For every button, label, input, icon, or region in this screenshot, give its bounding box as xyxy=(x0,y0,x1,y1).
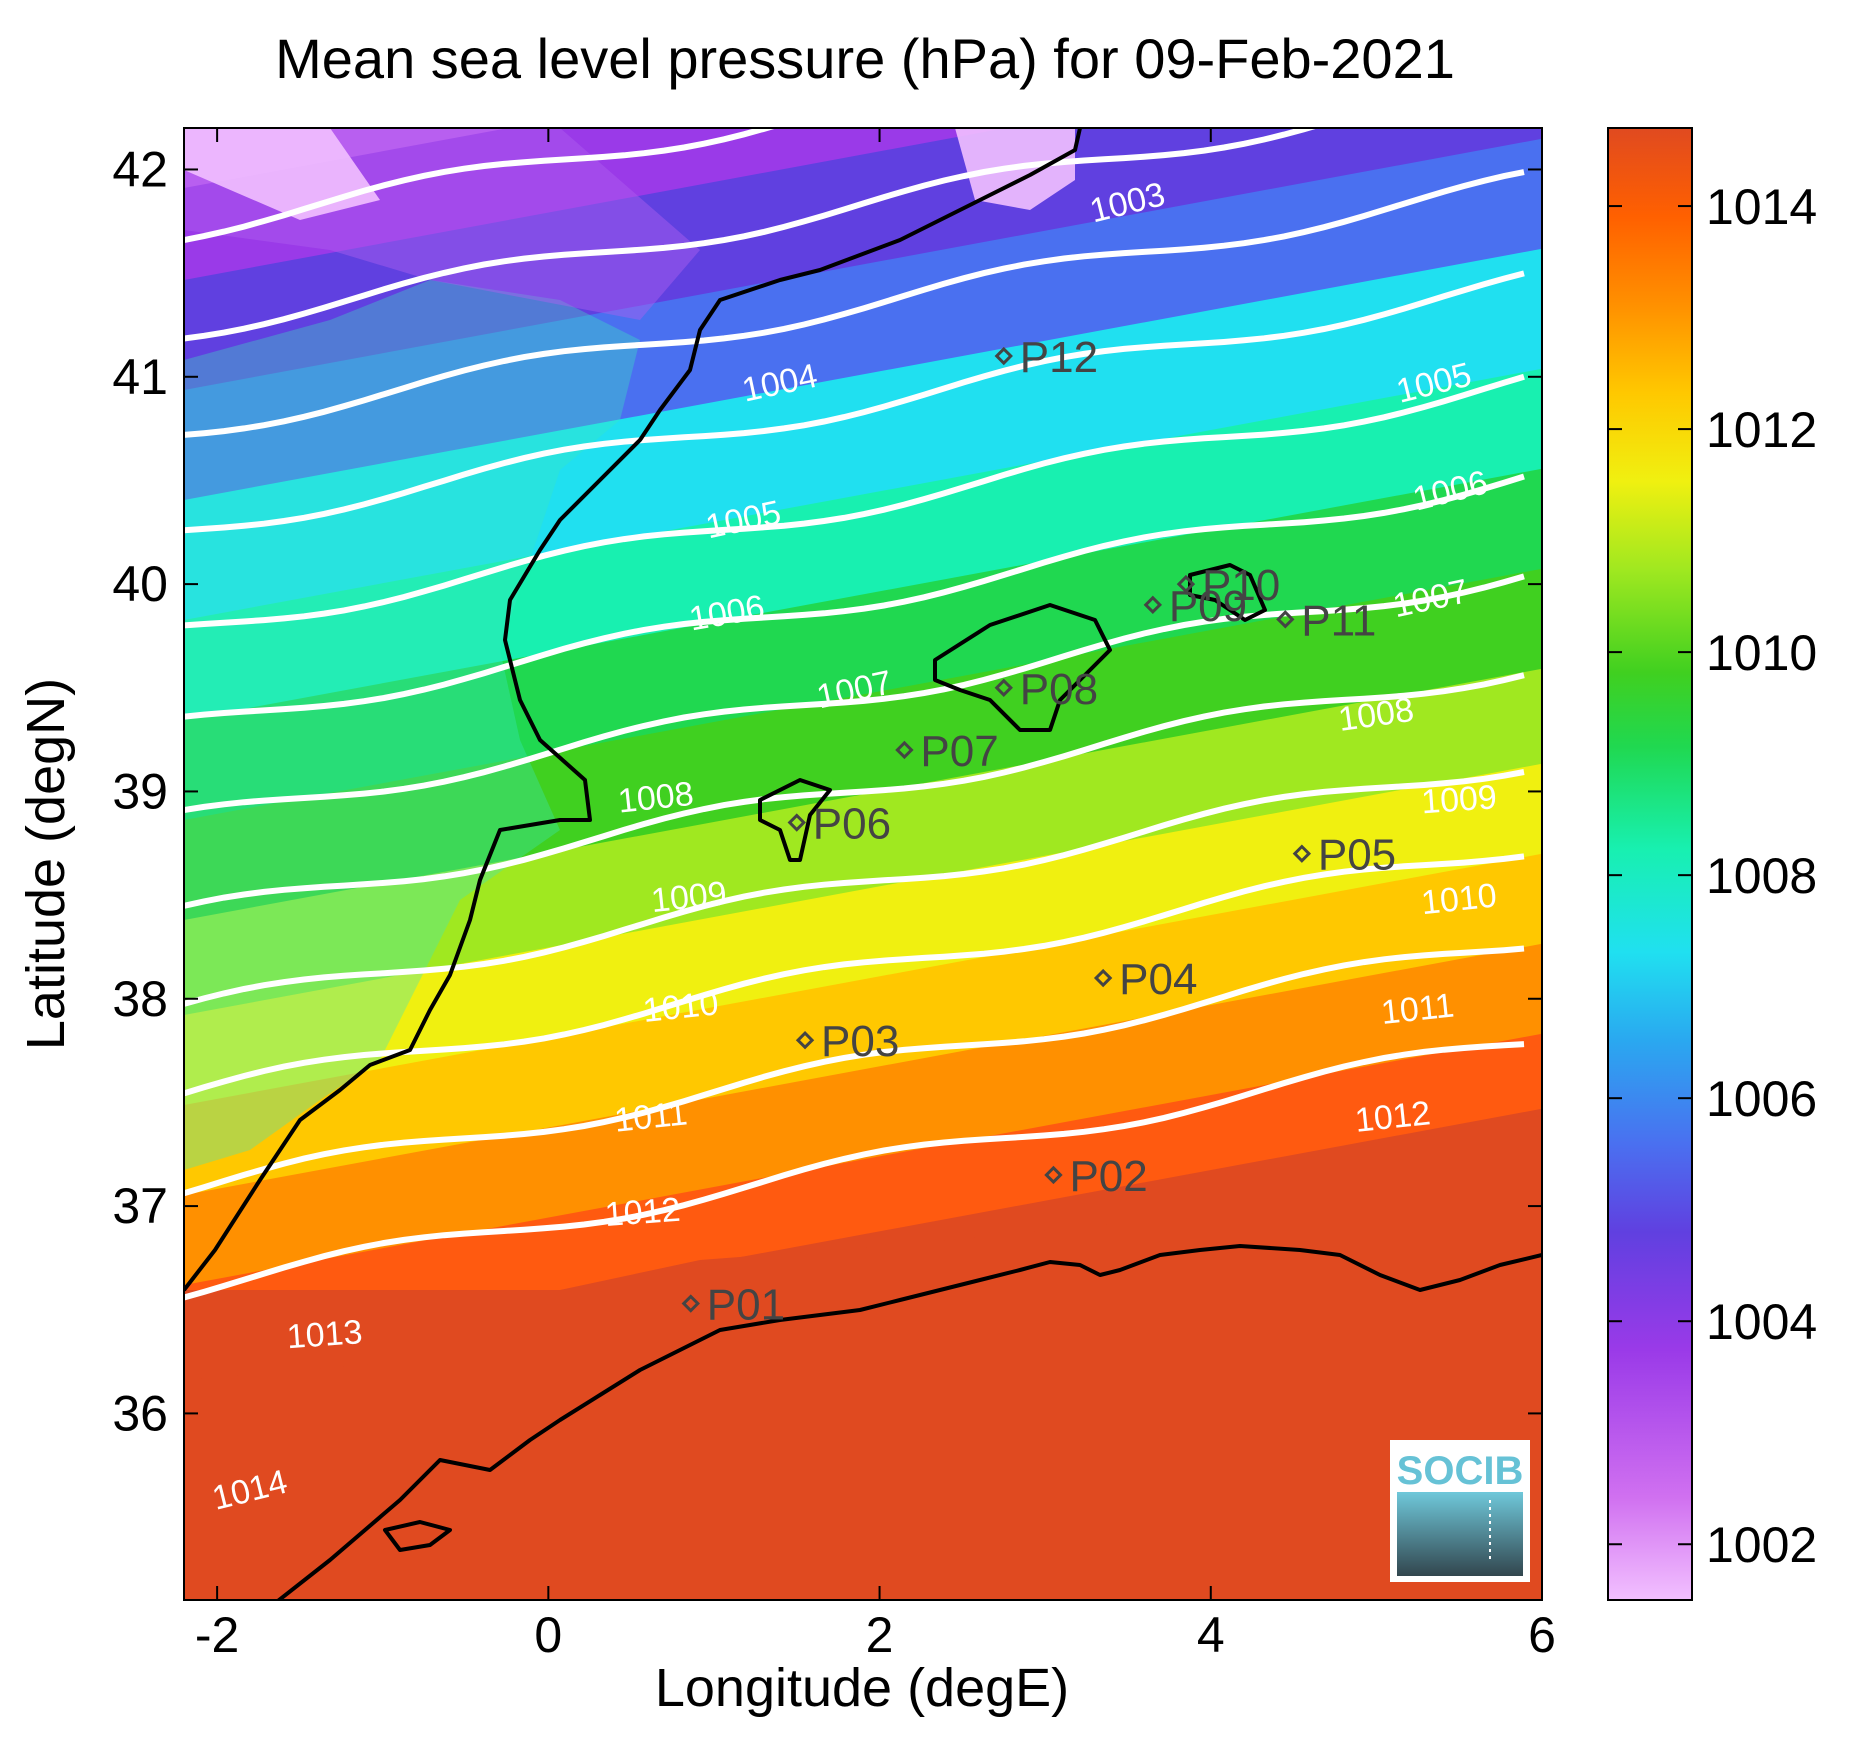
colorbar-tick-label: 1008 xyxy=(1706,848,1817,904)
station-marker xyxy=(1276,610,1295,629)
coastline-segment xyxy=(933,603,1112,732)
y-tick-label: 38 xyxy=(112,971,168,1027)
station-marker xyxy=(681,1294,700,1313)
coastline-segment xyxy=(275,1244,1542,1600)
isobar-label: 1009 xyxy=(1420,778,1498,821)
x-tick-label: -2 xyxy=(195,1607,239,1663)
station-label: P05 xyxy=(1318,831,1396,880)
station-marker xyxy=(787,813,806,832)
isobar-line xyxy=(184,270,1525,534)
y-axis-ticks: 42 41 40 39 38 37 36 xyxy=(112,141,1542,1441)
coastline-segment xyxy=(758,778,832,862)
station-marker xyxy=(994,678,1013,697)
colorbar-tick-label: 1006 xyxy=(1706,1071,1817,1127)
isobar-line xyxy=(184,128,1319,342)
isobar-label: 1011 xyxy=(612,1094,689,1139)
station-label: P06 xyxy=(813,800,891,849)
isobar-label: 1008 xyxy=(616,775,695,821)
colorbar-tick-label: 1002 xyxy=(1706,1517,1817,1573)
isobar-line xyxy=(184,945,1525,1197)
station-label: P12 xyxy=(1020,333,1098,382)
station-label: P09 xyxy=(1169,582,1247,631)
y-tick-label: 40 xyxy=(112,556,168,612)
station-label: P03 xyxy=(821,1017,899,1066)
socib-logo: SOCIB xyxy=(1390,1440,1530,1582)
map-frame xyxy=(183,127,1543,1601)
station-marker xyxy=(895,740,914,760)
x-axis-label: Longitude (degE) xyxy=(655,1658,1069,1718)
isobar-label: 1009 xyxy=(649,874,728,920)
isobar-lines xyxy=(184,128,1525,1301)
isobar-line xyxy=(184,769,1525,1007)
x-tick-label: 2 xyxy=(866,1607,894,1663)
isobar-line xyxy=(184,1041,1525,1301)
y-axis-label: Latitude (degN) xyxy=(16,678,76,1050)
colorbar-tick-label: 1012 xyxy=(1706,402,1817,458)
station-label: P07 xyxy=(920,727,998,776)
colorbar-tick-label: 1010 xyxy=(1706,625,1817,681)
coastline-segment xyxy=(383,1520,452,1552)
station-label: P01 xyxy=(707,1281,785,1330)
isobar-line xyxy=(184,169,1525,438)
x-axis-ticks: -2 0 2 4 6 xyxy=(195,128,1556,1663)
y-tick-label: 41 xyxy=(112,349,168,405)
station-marker xyxy=(1176,574,1196,594)
station-marker xyxy=(1143,595,1163,615)
land-overlay-north-peak xyxy=(184,128,380,220)
colorbar xyxy=(1607,127,1693,1601)
station-marker xyxy=(1292,844,1312,863)
colorbar-tick-label: 1004 xyxy=(1706,1294,1817,1350)
land-overlay-iberia xyxy=(184,280,640,1170)
station-label: P10 xyxy=(1202,561,1280,610)
isobar-line xyxy=(184,672,1525,909)
x-tick-label: 4 xyxy=(1197,1607,1225,1663)
figure-title: Mean sea level pressure (hPa) for 09-Feb… xyxy=(275,27,1455,90)
station-label: P04 xyxy=(1119,955,1197,1004)
isobar-label: 1011 xyxy=(1379,986,1456,1031)
isobar-label: 1012 xyxy=(604,1191,682,1234)
isobar-line xyxy=(184,373,1525,629)
colorbar-tick-label: 1014 xyxy=(1706,179,1817,235)
station-label: P08 xyxy=(1020,665,1098,714)
station-marker xyxy=(1093,968,1113,988)
isobar-line xyxy=(184,128,778,243)
isobar-label: 1010 xyxy=(641,984,720,1030)
y-tick-label: 37 xyxy=(112,1178,168,1234)
socib-logo-text: SOCIB xyxy=(1397,1449,1524,1493)
y-tick-label: 39 xyxy=(112,763,168,819)
station-marker xyxy=(994,346,1013,366)
isobar-label: 1010 xyxy=(1419,876,1498,922)
station-marker xyxy=(1044,1165,1063,1185)
coastline-segment xyxy=(1188,563,1267,622)
x-tick-label: 6 xyxy=(1528,1607,1556,1663)
x-tick-label: 0 xyxy=(534,1607,562,1663)
pressure-band xyxy=(184,128,1006,280)
y-tick-label: 42 xyxy=(112,141,168,197)
isobar-label: 1013 xyxy=(286,1313,364,1356)
station-label: P02 xyxy=(1069,1152,1147,1201)
coastline xyxy=(184,128,1542,1600)
isobar-line xyxy=(184,573,1525,813)
y-tick-label: 36 xyxy=(112,1385,168,1441)
colorbar-ticks: 1014 1012 1010 1008 1006 1004 1002 xyxy=(1608,179,1817,1573)
isobar-label: 1012 xyxy=(1353,1094,1432,1140)
isobar-line xyxy=(184,473,1525,720)
station-marker xyxy=(795,1031,815,1050)
station-label: P11 xyxy=(1301,596,1376,645)
pressure-band-africa xyxy=(184,1200,1542,1600)
pressure-field xyxy=(184,128,1542,1600)
coastline-segment xyxy=(184,128,1082,1292)
